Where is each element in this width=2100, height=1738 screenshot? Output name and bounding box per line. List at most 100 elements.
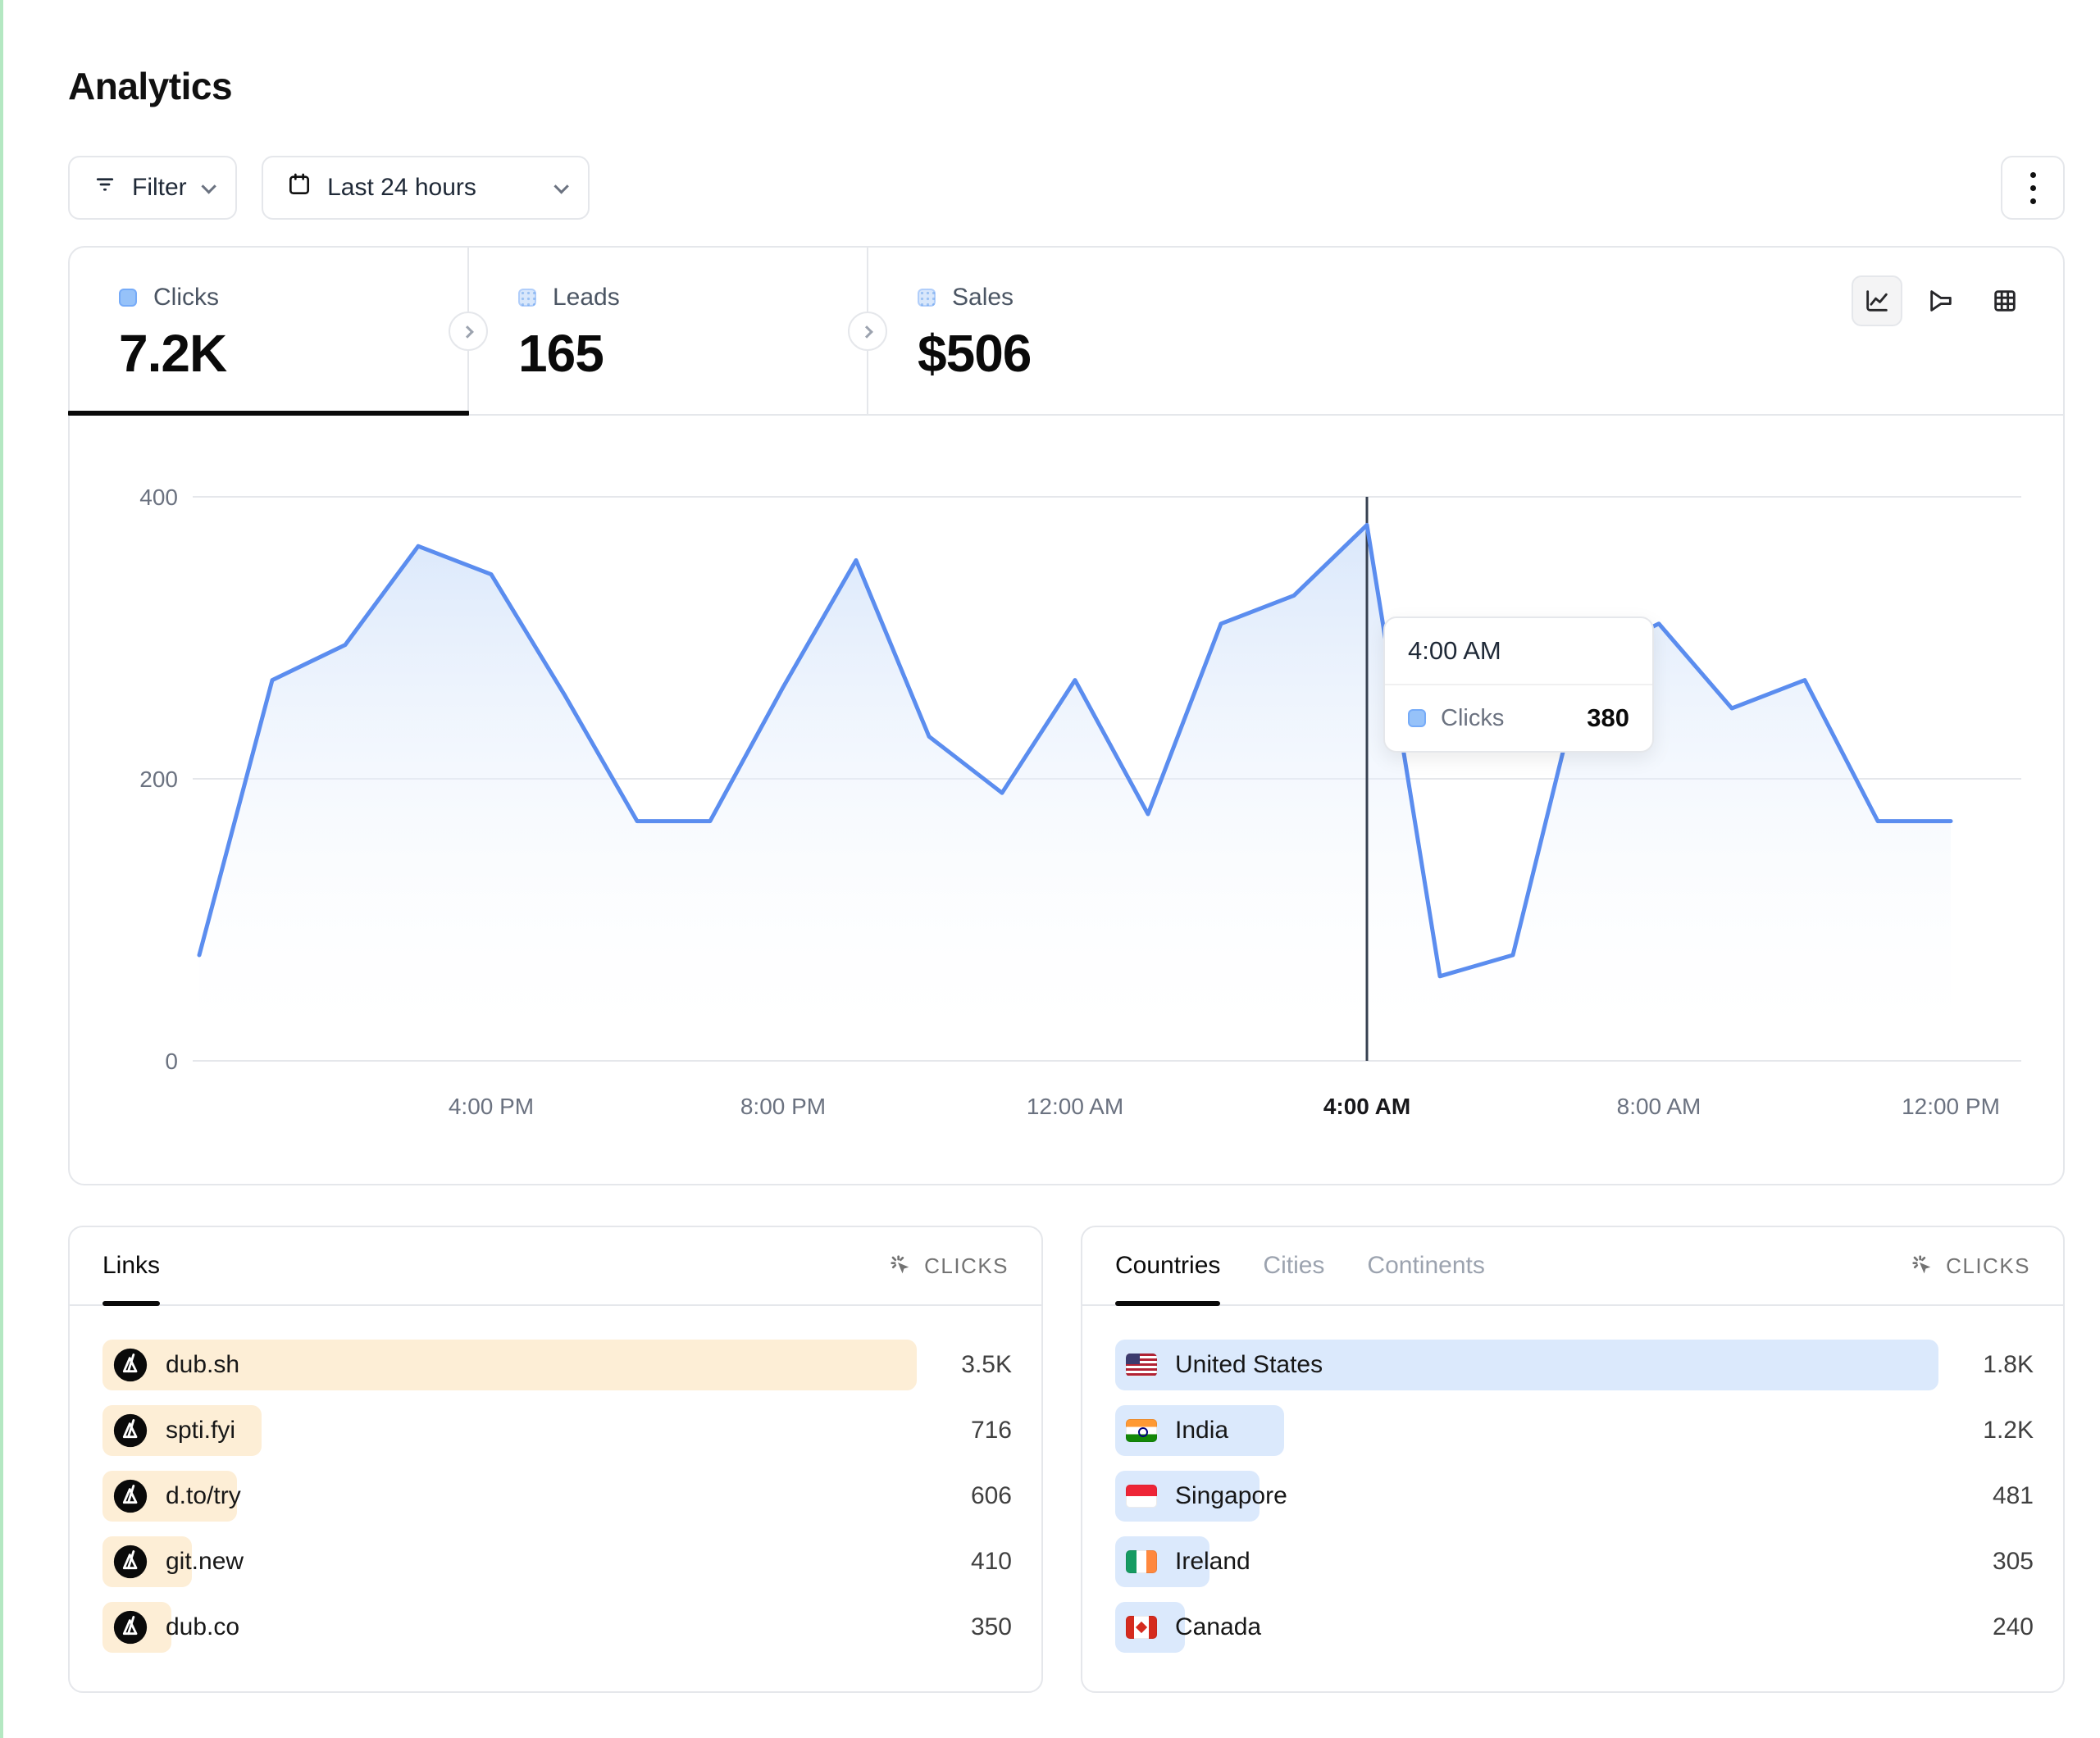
list-item[interactable]: dub.sh 3.5K	[102, 1339, 1012, 1391]
row-label: United States	[1175, 1351, 1323, 1378]
tab-continents[interactable]: Continents	[1367, 1227, 1484, 1304]
clicks-time-series-chart[interactable]: 0 200 400 4:00 PM 8:00 PM 12:00 AM 4:00 AM 8:00…	[70, 458, 2063, 1155]
clicks-value: 7.2K	[119, 324, 227, 383]
x-axis-tick-label: 12:00 AM	[1027, 1094, 1123, 1119]
tab-cities-label: Cities	[1263, 1252, 1325, 1279]
row-value: 410	[970, 1548, 1012, 1575]
tab-links[interactable]: Links	[102, 1227, 161, 1306]
row-value: 240	[1992, 1613, 2034, 1640]
row-label: Canada	[1175, 1613, 1262, 1640]
row-label: spti.fyi	[166, 1417, 236, 1444]
row-value: 481	[1992, 1482, 2034, 1509]
list-item[interactable]: India 1.2K	[1115, 1404, 2034, 1457]
row-bar-track: Singapore	[1115, 1470, 1938, 1522]
table-grid-icon[interactable]	[1979, 275, 2030, 326]
stat-label: Sales	[952, 284, 1014, 311]
row-bar-track: Ireland	[1115, 1536, 1938, 1588]
links-list: dub.sh 3.5K spti.fyi 716 d.to/try 606 git.new 4…	[70, 1306, 1041, 1654]
dub-logo-icon	[113, 1413, 148, 1448]
row-value: 1.2K	[1983, 1417, 2034, 1444]
list-item[interactable]: Ireland 305	[1115, 1536, 2034, 1588]
stat-tabs: Clicks 7.2K Leads 165 Sales $506	[68, 248, 2063, 416]
leads-value: 165	[518, 324, 604, 383]
area-chart-canvas: 0 200 400 4:00 PM 8:00 PM 12:00 AM 4:00 AM 8:00…	[139, 485, 2021, 1119]
row-bar-track: d.to/try	[102, 1470, 917, 1522]
list-item[interactable]: dub.co 350	[102, 1601, 1012, 1654]
leads-legend-square-icon	[518, 289, 536, 307]
dub-logo-icon	[113, 1610, 148, 1645]
kebab-menu-icon	[2029, 171, 2036, 178]
expand-sales-button[interactable]	[848, 311, 887, 351]
row-value: 716	[970, 1417, 1012, 1444]
list-item[interactable]: d.to/try 606	[102, 1470, 1012, 1522]
chart-tooltip: 4:00 AM Clicks 380	[1383, 616, 1654, 753]
row-bar-track: India	[1115, 1404, 1938, 1457]
list-item[interactable]: United States 1.8K	[1115, 1339, 2034, 1391]
tab-countries[interactable]: Countries	[1115, 1227, 1221, 1306]
row-label: dub.sh	[166, 1351, 240, 1378]
row-value: 305	[1992, 1548, 2034, 1575]
stat-label: Clicks	[153, 284, 219, 311]
metric-selector[interactable]: CLICKS	[1910, 1227, 2030, 1304]
list-item[interactable]: Singapore 481	[1115, 1470, 2034, 1522]
breakdown-panels: Links CLICKS dub.sh 3.5K spti.fyi 716 d.to/t…	[68, 1226, 2065, 1693]
chevron-right-icon	[859, 325, 873, 339]
date-range-button[interactable]: Last 24 hours	[262, 156, 590, 220]
row-label: India	[1175, 1417, 1229, 1444]
row-label: dub.co	[166, 1613, 240, 1640]
row-label: Ireland	[1175, 1548, 1250, 1575]
tab-cities[interactable]: Cities	[1263, 1227, 1324, 1304]
list-item[interactable]: Canada 240	[1115, 1601, 2034, 1654]
metric-selector[interactable]: CLICKS	[888, 1227, 1009, 1304]
row-bar-track: dub.sh	[102, 1339, 917, 1391]
row-bar-track: dub.co	[102, 1601, 917, 1654]
x-axis-tick-label: 12:00 PM	[1902, 1094, 2000, 1119]
countries-panel: Countries Cities Continents CLICKS	[1081, 1226, 2065, 1693]
clicks-legend-square-icon	[119, 289, 137, 307]
row-value: 3.5K	[961, 1351, 1012, 1378]
x-axis-tick-label: 8:00 AM	[1617, 1094, 1701, 1119]
calendar-icon	[286, 171, 312, 204]
row-bar-track: United States	[1115, 1339, 1938, 1391]
row-bar-track: git.new	[102, 1536, 917, 1588]
toolbar: Filter Last 24 hours	[68, 156, 2065, 220]
flag-ie-icon	[1126, 1550, 1157, 1573]
list-item[interactable]: spti.fyi 716	[102, 1404, 1012, 1457]
tab-sales[interactable]: Sales $506	[868, 248, 2063, 414]
list-item[interactable]: git.new 410	[102, 1536, 1012, 1588]
stat-label: Leads	[553, 284, 620, 311]
filter-button[interactable]: Filter	[68, 156, 237, 220]
row-label: git.new	[166, 1548, 244, 1575]
metric-label: CLICKS	[1946, 1253, 2030, 1278]
filter-button-label: Filter	[132, 174, 187, 201]
tab-continents-label: Continents	[1367, 1252, 1485, 1279]
x-axis-tick-label: 8:00 PM	[740, 1094, 826, 1119]
y-axis-tick-label: 400	[139, 485, 178, 510]
line-chart-icon[interactable]	[1852, 275, 1902, 326]
countries-panel-header: Countries Cities Continents CLICKS	[1082, 1227, 2063, 1306]
tab-links-label: Links	[102, 1252, 161, 1279]
row-label: Singapore	[1175, 1482, 1287, 1509]
row-label: d.to/try	[166, 1482, 241, 1509]
date-range-label: Last 24 hours	[327, 174, 476, 201]
more-options-button[interactable]	[2001, 156, 2065, 220]
tooltip-series-label: Clicks	[1441, 704, 1505, 731]
funnel-chart-icon[interactable]	[1916, 275, 1966, 326]
y-axis-tick-label: 200	[139, 767, 178, 792]
x-axis-tick-label: 4:00 AM	[1323, 1094, 1410, 1119]
tab-clicks[interactable]: Clicks 7.2K	[68, 248, 488, 416]
dub-logo-icon	[113, 1545, 148, 1579]
row-bar	[102, 1340, 917, 1390]
page-title: Analytics	[68, 65, 233, 107]
tab-leads[interactable]: Leads 165	[469, 248, 887, 414]
row-bar	[1115, 1340, 1938, 1390]
y-axis-tick-label: 0	[165, 1049, 178, 1074]
filter-lines-icon	[93, 172, 117, 203]
x-axis-tick-label: 4:00 PM	[449, 1094, 534, 1119]
chart-type-switcher	[1852, 275, 2030, 326]
expand-leads-button[interactable]	[449, 311, 488, 351]
links-panel-header: Links CLICKS	[70, 1227, 1041, 1306]
metric-label: CLICKS	[924, 1253, 1009, 1278]
flag-us-icon	[1126, 1354, 1157, 1376]
